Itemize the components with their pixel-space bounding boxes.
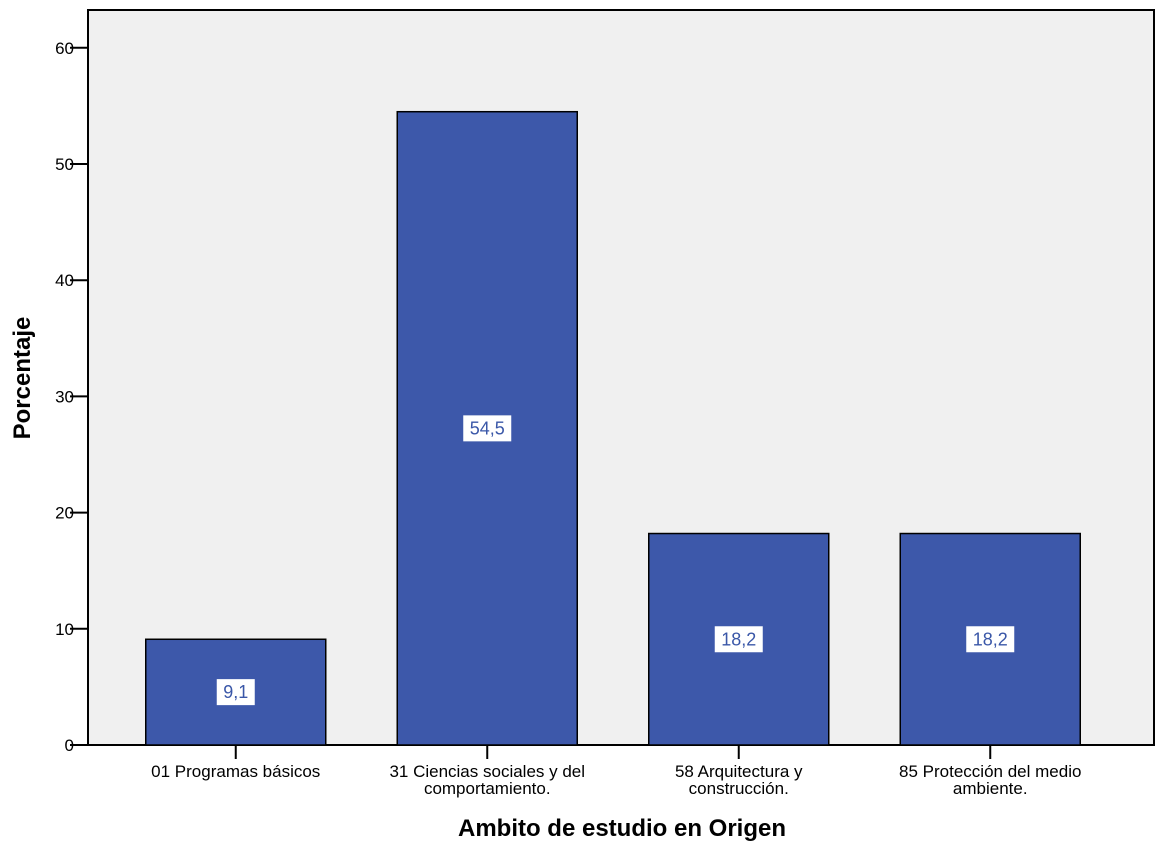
x-tick-label: 01 Programas básicos bbox=[151, 762, 320, 781]
x-tick-label: 31 Ciencias sociales y del bbox=[389, 762, 585, 781]
data-label: 9,1 bbox=[223, 682, 248, 702]
y-axis-title: Porcentaje bbox=[9, 317, 36, 440]
y-tick-label: 50 bbox=[55, 155, 74, 174]
y-tick-label: 40 bbox=[55, 271, 74, 290]
x-tick-label: 85 Protección del medio bbox=[899, 762, 1081, 781]
x-tick-label: ambiente. bbox=[953, 779, 1028, 798]
y-tick-label: 30 bbox=[55, 387, 74, 406]
data-label: 18,2 bbox=[973, 629, 1008, 649]
data-label-box bbox=[714, 626, 763, 653]
y-tick-label: 0 bbox=[65, 736, 74, 755]
x-tick-label: 58 Arquitectura y bbox=[675, 762, 803, 781]
y-tick-label: 20 bbox=[55, 504, 74, 523]
x-axis-title: Ambito de estudio en Origen bbox=[458, 815, 786, 841]
x-tick-label: construcción. bbox=[689, 779, 789, 798]
y-tick-label: 10 bbox=[55, 620, 74, 639]
x-tick-label: comportamiento. bbox=[424, 779, 551, 798]
data-label: 18,2 bbox=[721, 629, 756, 649]
data-label-box bbox=[463, 415, 512, 442]
data-label-box bbox=[216, 679, 255, 706]
y-tick-label: 60 bbox=[55, 39, 74, 58]
data-label: 54,5 bbox=[470, 418, 505, 438]
data-label-box bbox=[966, 626, 1015, 653]
